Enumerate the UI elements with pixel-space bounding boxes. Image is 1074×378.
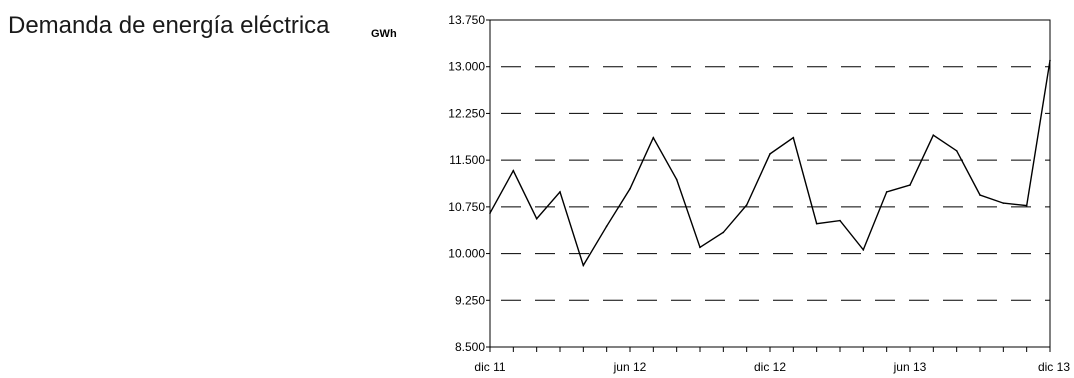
data-point <box>979 194 981 196</box>
data-point <box>909 184 911 186</box>
y-tick-label: 10.000 <box>448 247 485 261</box>
data-point <box>792 136 795 139</box>
y-tick-label: 12.250 <box>448 106 485 120</box>
data-point <box>839 219 841 222</box>
data-point <box>605 225 608 227</box>
y-axis-unit-label: GWh <box>371 28 397 40</box>
series-group <box>489 59 1051 268</box>
x-tick-label: dic 13 <box>1038 360 1070 374</box>
data-point <box>629 187 631 190</box>
y-tick-label: 13.750 <box>448 13 485 27</box>
x-axis: dic 11 jun 12 dic 12 jun 13 dic 13 <box>474 347 1070 374</box>
data-point <box>885 191 888 193</box>
x-tick-label: dic 11 <box>474 360 505 374</box>
x-tick-label: jun 12 <box>613 360 647 374</box>
data-point <box>862 249 865 251</box>
data-point <box>489 212 491 214</box>
y-tick-label: 9.250 <box>455 293 485 307</box>
data-point <box>815 222 818 225</box>
data-point <box>955 150 958 152</box>
data-point <box>699 246 701 249</box>
data-point <box>652 136 655 139</box>
data-point <box>1002 202 1005 204</box>
plot-area-frame <box>489 19 1051 348</box>
data-point <box>932 134 935 137</box>
x-tick-label: dic 12 <box>754 360 786 374</box>
data-point <box>1049 59 1051 62</box>
data-point <box>512 169 515 172</box>
data-point <box>722 231 725 234</box>
y-tick-label: 13.000 <box>448 60 485 74</box>
gridlines <box>490 66 1050 301</box>
y-tick-label: 8.500 <box>455 340 485 354</box>
data-point <box>1025 204 1028 207</box>
data-point <box>582 264 585 267</box>
chart-title: Demanda de energía eléctrica <box>8 12 330 39</box>
y-tick-label: 11.500 <box>449 153 485 167</box>
series-line <box>489 60 1051 268</box>
y-tick-label: 10.750 <box>448 200 485 214</box>
data-point <box>675 178 678 181</box>
y-axis: 8.500 9.250 10.000 10.750 11.500 12.250 13.000… <box>448 13 490 354</box>
data-point <box>769 153 771 155</box>
data-point <box>559 191 561 193</box>
data-point <box>745 204 748 206</box>
data-point <box>535 217 538 220</box>
x-tick-label: jun 13 <box>893 360 927 374</box>
